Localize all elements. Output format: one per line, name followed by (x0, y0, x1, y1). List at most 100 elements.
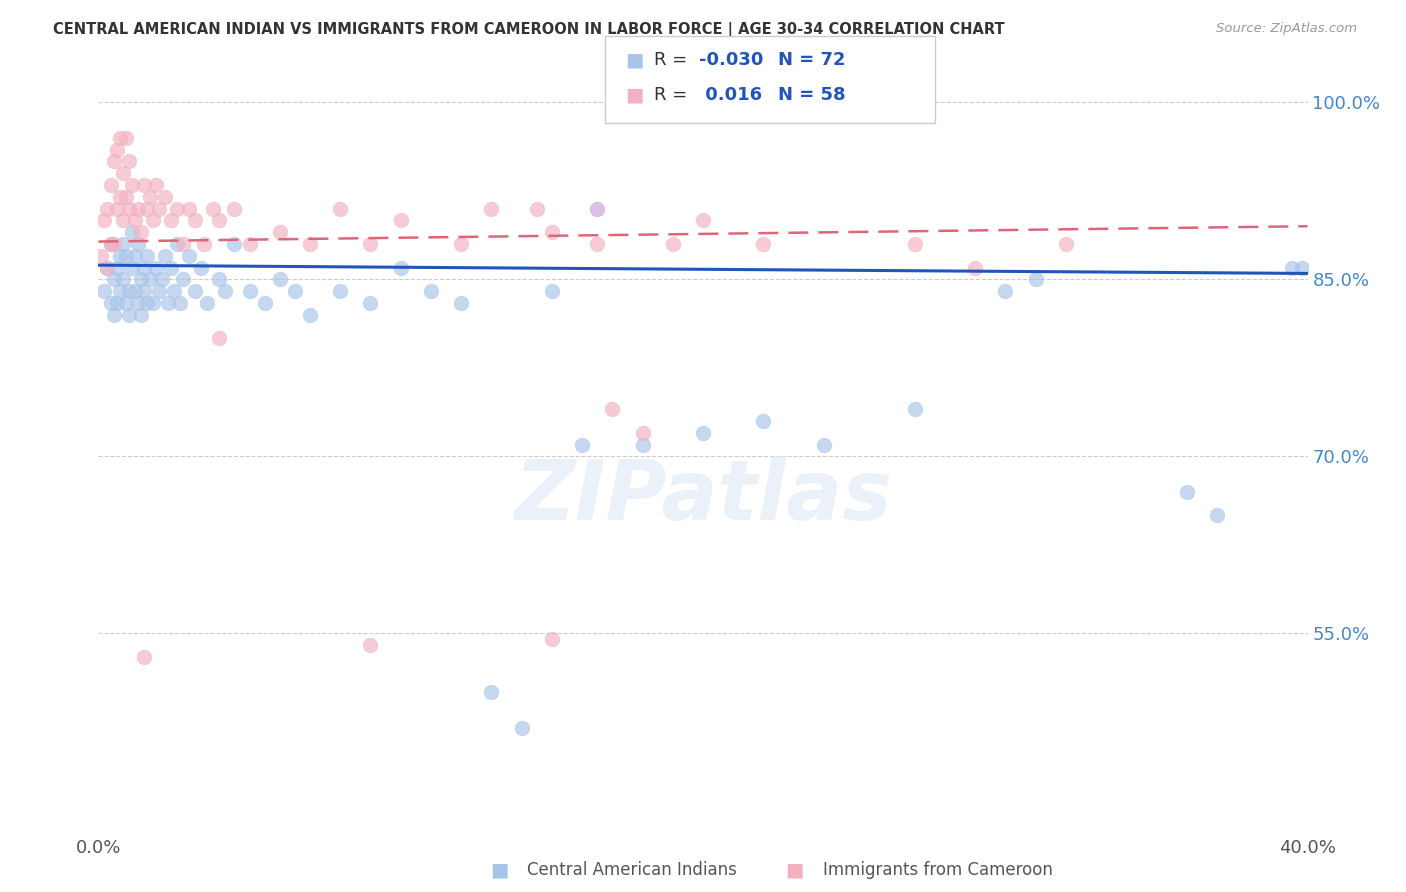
Point (135, 249, 157, 263)
Point (114, 296, 136, 310)
Point (692, 213, 714, 227)
Point (145, 260, 167, 275)
Point (145, 178, 167, 192)
Point (93, 213, 115, 227)
Point (631, 425, 654, 440)
Point (208, 272, 231, 286)
Point (118, 154, 141, 169)
Point (540, 632, 562, 647)
Point (121, 178, 143, 192)
Point (114, 249, 136, 263)
Point (160, 260, 183, 275)
Point (239, 284, 262, 298)
Point (1206, 508, 1229, 523)
Point (129, 272, 152, 286)
Text: ■: ■ (489, 860, 509, 880)
Point (586, 236, 609, 251)
Point (129, 225, 152, 239)
Point (166, 202, 188, 216)
Point (139, 190, 162, 204)
Point (114, 130, 136, 145)
Text: R =: R = (654, 51, 693, 69)
Point (269, 272, 291, 286)
Point (100, 236, 122, 251)
Point (150, 272, 173, 286)
Point (752, 414, 775, 428)
Point (160, 213, 183, 227)
Point (253, 296, 276, 310)
Point (100, 296, 122, 310)
Point (108, 284, 131, 298)
Point (208, 331, 231, 345)
Point (239, 236, 262, 251)
Point (148, 284, 170, 298)
Point (193, 236, 215, 251)
Point (111, 272, 134, 286)
Point (540, 284, 562, 298)
Point (114, 190, 136, 204)
Point (111, 166, 134, 180)
Point (540, 225, 562, 239)
Point (100, 236, 122, 251)
Point (586, 202, 609, 216)
Point (571, 437, 593, 451)
Point (111, 236, 134, 251)
Point (224, 236, 246, 251)
Point (103, 272, 125, 286)
Point (179, 202, 201, 216)
Point (1291, 260, 1313, 275)
Text: ■: ■ (626, 50, 644, 70)
Point (299, 308, 322, 322)
Point (214, 284, 236, 298)
Point (1024, 272, 1046, 286)
Point (118, 284, 141, 298)
Point (1054, 236, 1077, 251)
Text: Immigrants from Cameroon: Immigrants from Cameroon (823, 861, 1052, 879)
Point (184, 284, 207, 298)
Point (132, 260, 155, 275)
Point (190, 260, 212, 275)
Point (103, 236, 125, 251)
Point (360, 638, 382, 652)
Point (169, 296, 191, 310)
Point (132, 284, 155, 298)
Point (105, 143, 128, 157)
Text: ZIPatlas: ZIPatlas (515, 456, 891, 537)
Point (108, 130, 131, 145)
Point (148, 202, 170, 216)
Point (124, 213, 146, 227)
Point (135, 202, 157, 216)
Point (389, 260, 412, 275)
Point (224, 202, 246, 216)
Text: R =: R = (654, 87, 693, 104)
Point (93, 284, 115, 298)
Text: ■: ■ (785, 860, 804, 880)
Point (360, 296, 382, 310)
Point (904, 236, 927, 251)
Point (96, 260, 118, 275)
Point (994, 284, 1017, 298)
Point (118, 308, 141, 322)
Point (105, 202, 128, 216)
Point (163, 284, 186, 298)
Point (142, 213, 165, 227)
Point (269, 225, 291, 239)
Text: 0.016: 0.016 (699, 87, 762, 104)
Point (172, 272, 194, 286)
Point (631, 437, 654, 451)
Point (184, 213, 207, 227)
Point (127, 296, 149, 310)
Point (105, 260, 128, 275)
Point (90, 249, 112, 263)
Point (526, 202, 548, 216)
Point (166, 236, 188, 251)
Point (172, 236, 194, 251)
Point (96, 260, 118, 275)
Point (142, 296, 165, 310)
Point (103, 308, 125, 322)
Point (132, 650, 155, 665)
Point (127, 202, 149, 216)
Point (108, 190, 131, 204)
Point (153, 249, 176, 263)
Point (96, 202, 118, 216)
